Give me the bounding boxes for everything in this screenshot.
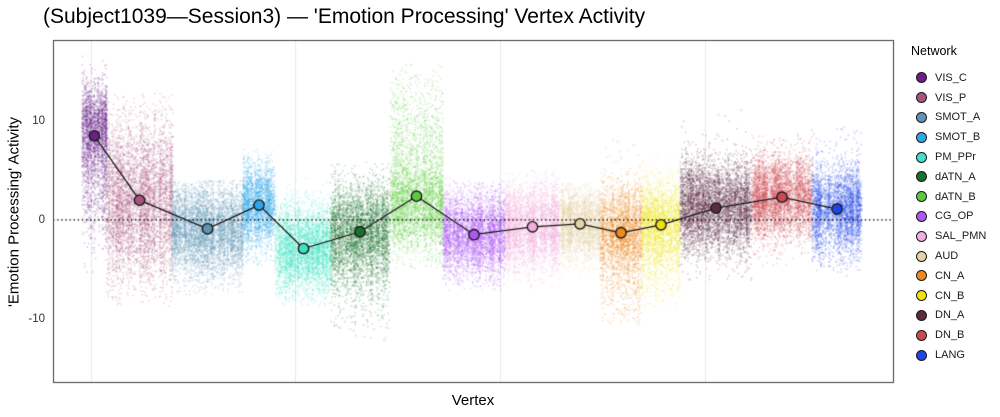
- legend-item-label: DN_A: [935, 309, 965, 322]
- legend-item: PM_PPr: [905, 147, 986, 167]
- legend-swatch-icon: [916, 171, 927, 183]
- legend-swatch-icon: [916, 329, 927, 341]
- legend-item-label: dATN_B: [935, 190, 976, 203]
- legend-swatch-icon: [916, 349, 927, 361]
- legend-item-label: DN_B: [935, 329, 965, 342]
- legend-item: CN_B: [905, 286, 986, 306]
- legend-item: AUD: [905, 246, 986, 266]
- legend-swatch-icon: [916, 131, 927, 143]
- legend-item-label: LANG: [935, 349, 965, 362]
- legend-item: SAL_PMN: [905, 226, 986, 246]
- legend-swatch-icon: [916, 191, 927, 203]
- legend-item-label: SAL_PMN: [935, 230, 987, 243]
- legend-swatch-icon: [916, 270, 927, 282]
- legend-item-label: CG_OP: [935, 210, 974, 223]
- legend-swatch-icon: [916, 151, 927, 163]
- legend-item-label: CN_A: [935, 269, 965, 282]
- legend-item: DN_A: [905, 306, 986, 326]
- legend-item-label: CN_B: [935, 289, 965, 302]
- legend-item: SMOT_A: [905, 108, 986, 128]
- legend-swatch-icon: [916, 111, 927, 123]
- legend-item: SMOT_B: [905, 127, 986, 147]
- legend-swatch-icon: [916, 230, 927, 242]
- x-axis-label: Vertex: [451, 392, 495, 409]
- legend-item: dATN_B: [905, 187, 986, 207]
- legend-swatch-icon: [916, 250, 927, 262]
- legend-item-label: SMOT_B: [935, 131, 981, 144]
- legend-swatch-icon: [916, 72, 927, 84]
- y-tick-label: 0: [38, 213, 45, 226]
- legend-item-label: AUD: [935, 250, 959, 263]
- legend-item: VIS_C: [905, 68, 986, 88]
- legend-item-label: VIS_P: [935, 91, 967, 104]
- y-tick-label: -10: [28, 312, 45, 325]
- legend-item: LANG: [905, 345, 986, 365]
- legend-title: Network: [911, 44, 957, 58]
- y-tick-label: 10: [32, 115, 45, 128]
- legend-item: dATN_A: [905, 167, 986, 187]
- legend-swatch-icon: [916, 210, 927, 222]
- legend-item-label: dATN_A: [935, 170, 976, 183]
- legend-item: CG_OP: [905, 207, 986, 227]
- legend-item-label: SMOT_A: [935, 111, 981, 124]
- legend-item: CN_A: [905, 266, 986, 286]
- legend-items: VIS_C VIS_P SMOT_A SMOT_B PM_PPr dATN_A dATN_B…: [905, 68, 986, 365]
- legend-swatch-icon: [916, 92, 927, 104]
- chart-title: (Subject1039—Session3) — 'Emotion Proces…: [43, 5, 646, 28]
- legend: Network VIS_C VIS_P SMOT_A SMOT_B PM_PPr dATN…: [905, 44, 986, 365]
- legend-item-label: PM_PPr: [935, 151, 976, 164]
- legend-swatch-icon: [916, 309, 927, 321]
- legend-item: DN_B: [905, 325, 986, 345]
- legend-item-label: VIS_C: [935, 71, 967, 84]
- legend-item: VIS_P: [905, 88, 986, 108]
- legend-swatch-icon: [916, 290, 927, 302]
